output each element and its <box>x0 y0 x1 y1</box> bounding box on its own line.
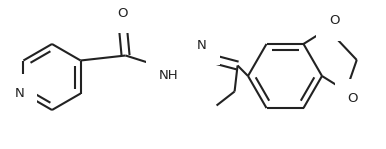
Text: N: N <box>197 39 207 52</box>
Text: O: O <box>348 93 358 105</box>
Text: NH: NH <box>159 69 178 82</box>
Text: N: N <box>15 87 24 100</box>
Text: O: O <box>117 7 128 20</box>
Text: O: O <box>329 14 340 27</box>
